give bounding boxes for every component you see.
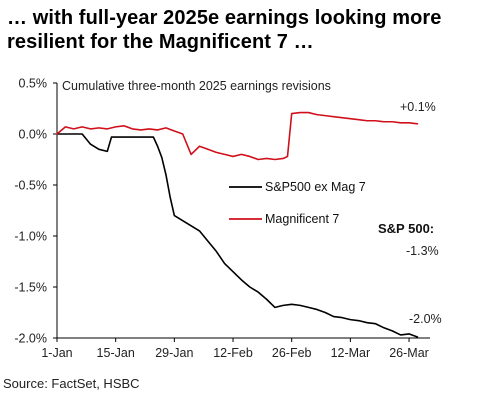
- y-tick-label: -1.0%: [14, 230, 47, 244]
- x-tick-label: 1-Jan: [41, 346, 72, 360]
- x-tick-label: 12-Feb: [213, 346, 253, 360]
- series-line-s-p500-ex-mag-7: [56, 133, 419, 338]
- series-layer: [56, 111, 419, 338]
- chart-subtitle: Cumulative three-month 2025 earnings rev…: [62, 79, 331, 93]
- legend-label-sp500-ex-mag7: S&P500 ex Mag 7: [265, 180, 366, 194]
- y-tick-label: -0.5%: [14, 179, 47, 193]
- x-tick-label: 26-Feb: [272, 346, 312, 360]
- annotation-ex-mag7-end: -2.0%: [409, 312, 442, 326]
- annotation-mag7-end: +0.1%: [400, 100, 436, 114]
- legend: S&P500 ex Mag 7 Magnificent 7: [229, 180, 366, 226]
- annotation-sp500-value: -1.3%: [406, 244, 439, 258]
- y-tick-label: 0.0%: [19, 128, 48, 142]
- annotation-sp500-header: S&P 500:: [378, 221, 434, 236]
- y-tick-label: -2.0%: [14, 332, 47, 346]
- series-line-magnificent-7: [56, 111, 419, 161]
- y-tick-label: 0.5%: [19, 77, 48, 91]
- x-tick-label: 26-Mar: [389, 346, 429, 360]
- x-tick-label: 15-Jan: [97, 346, 135, 360]
- axes: 0.5% 0.0% -0.5% -1.0% -1.5% -2.0%1-Jan 15-Jan 2…: [14, 77, 430, 360]
- x-tick-label: 12-Mar: [331, 346, 371, 360]
- legend-label-magnificent-7: Magnificent 7: [265, 212, 339, 226]
- chart-title: … with full-year 2025e earnings looking …: [7, 7, 442, 53]
- source-note: Source: FactSet, HSBC: [3, 376, 140, 391]
- y-tick-label: -1.5%: [14, 281, 47, 295]
- x-tick-label: 29-Jan: [155, 346, 193, 360]
